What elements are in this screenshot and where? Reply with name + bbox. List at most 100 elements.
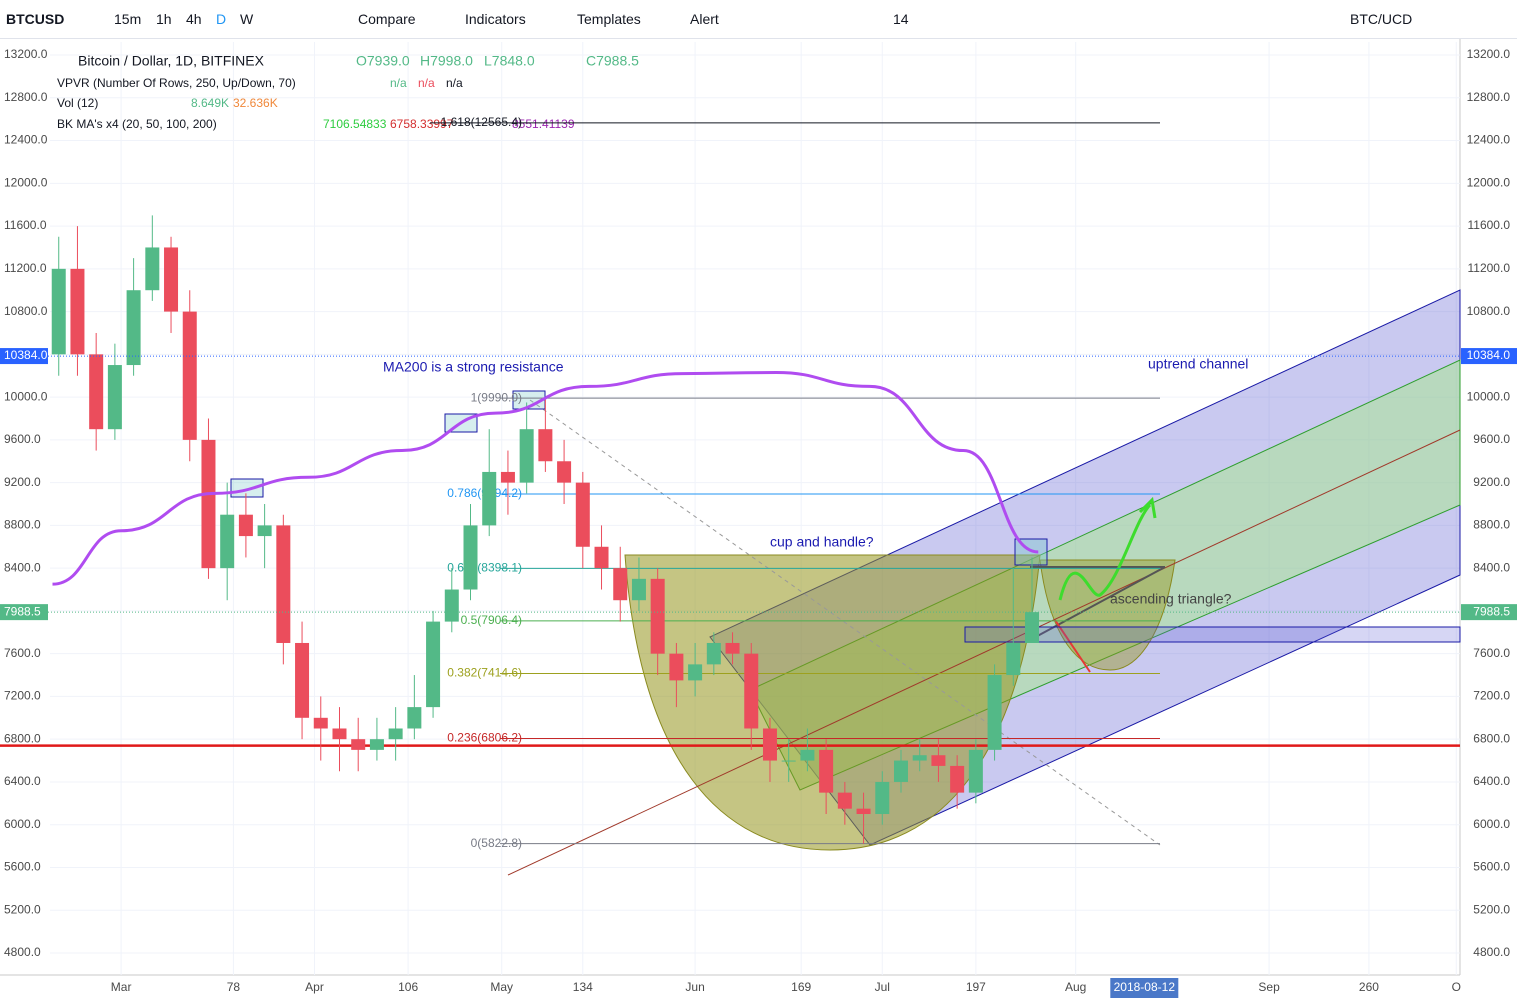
interval[interactable]: 4h	[186, 11, 202, 27]
candle-body	[182, 311, 197, 440]
candle-body	[313, 717, 328, 729]
legend-value: 6758.33997	[390, 117, 454, 131]
triangle-line	[1029, 566, 1166, 641]
y-tick-label: 12000.0	[1467, 175, 1511, 189]
y-tick-label: 5200.0	[4, 902, 41, 916]
y-tick-label: 5600.0	[1473, 860, 1510, 874]
candle-body	[688, 664, 703, 681]
indicators-button[interactable]: Indicators	[465, 11, 526, 27]
legend-value: n/a	[390, 76, 407, 90]
x-tick-label: Jul	[875, 980, 890, 994]
legend: Bitcoin / Dollar, 1D, BITFINEX O7939.0 H…	[57, 53, 639, 131]
y-tick-label: 12400.0	[1467, 133, 1511, 147]
ma-line	[52, 371, 1039, 586]
x-tick-label: 106	[398, 980, 418, 994]
x-tick-label: Mar	[111, 980, 132, 994]
templates-button[interactable]: Templates	[577, 11, 641, 27]
price-marker-bg	[0, 604, 48, 621]
legend-ohlc: L7848.0	[484, 53, 535, 69]
y-tick-label: 9600.0	[4, 432, 41, 446]
candle-body	[482, 471, 497, 526]
y-tick-label: 11600.0	[4, 218, 47, 232]
cup	[624, 554, 1041, 851]
candle-body	[295, 642, 310, 718]
candle-body	[500, 471, 515, 483]
candle-body	[351, 739, 366, 750]
candle-body	[875, 781, 890, 815]
candle-body	[126, 290, 141, 366]
candle-body	[968, 749, 983, 793]
candle-body	[388, 728, 403, 740]
candle-body	[89, 354, 104, 430]
symbol[interactable]: BTCUSD	[6, 11, 65, 27]
price-marker: 10384.0	[4, 348, 48, 362]
x-tick-label: 78	[227, 980, 241, 994]
candle-body	[594, 546, 609, 569]
x-tick-label: Jun	[685, 980, 704, 994]
legend-vol: Vol (12)	[57, 96, 98, 110]
price-marker-bg	[1461, 604, 1517, 621]
legend-ma: BK MA's x4 (20, 50, 100, 200)	[57, 117, 217, 131]
fib-label: 0.382(7414.6)	[447, 666, 522, 680]
y-tick-label: 6000.0	[4, 817, 41, 831]
candle-body	[70, 268, 85, 355]
y-tick-label: 10000.0	[1467, 389, 1511, 403]
y-tick-label: 6800.0	[1473, 731, 1510, 745]
candle-body	[856, 808, 871, 815]
candle-body	[238, 514, 253, 537]
candle-body	[931, 755, 946, 766]
font-size[interactable]: 14	[893, 11, 909, 27]
fib-label: 1(9990.0)	[471, 390, 522, 404]
interval[interactable]: 15m	[114, 11, 142, 27]
y-tick-label: 7200.0	[4, 689, 41, 703]
x-tick-label: 260	[1359, 980, 1379, 994]
fib-label: 0(5822.8)	[471, 836, 522, 850]
legend-value: 8.649K	[191, 96, 229, 110]
legend-value: n/a	[446, 76, 463, 90]
legend-value: n/a	[418, 76, 435, 90]
candle-body	[725, 642, 740, 654]
candle-body	[201, 439, 216, 569]
y-tick-label: 10800.0	[1467, 304, 1511, 318]
y-tick-label: 11200.0	[1468, 261, 1511, 275]
candle-body	[1006, 642, 1021, 676]
candle-body	[220, 514, 235, 569]
candle-body	[557, 461, 572, 483]
candle-body	[837, 792, 852, 809]
y-tick-label: 4800.0	[4, 945, 41, 959]
candle-body	[762, 728, 777, 761]
interval[interactable]: W	[240, 11, 254, 27]
compare-button[interactable]: Compare	[358, 11, 416, 27]
x-tick-label: Apr	[305, 980, 324, 994]
candle-body	[781, 760, 796, 762]
candle-body	[1025, 612, 1040, 643]
interval[interactable]: D	[216, 11, 227, 27]
y-tick-label: 13200.0	[1467, 47, 1511, 61]
candle-body	[987, 675, 1002, 750]
candle-body	[426, 621, 441, 708]
y-tick-label: 10800.0	[4, 304, 48, 318]
candle-body	[706, 642, 721, 665]
annotation: uptrend channel	[1148, 356, 1248, 372]
legend-ohlc: C7988.5	[586, 53, 639, 69]
alert-button[interactable]: Alert	[690, 11, 719, 27]
annotation: cup and handle?	[770, 534, 874, 550]
y-tick-label: 12400.0	[4, 133, 48, 147]
y-tick-label: 12000.0	[4, 175, 48, 189]
candle-body	[744, 653, 759, 729]
y-tick-label: 7600.0	[4, 646, 41, 660]
pair[interactable]: BTC/UCD	[1350, 11, 1413, 27]
candle-body	[51, 268, 66, 355]
x-tick-label: Sep	[1258, 980, 1280, 994]
y-tick-label: 8400.0	[1473, 560, 1510, 574]
candle-body	[575, 482, 590, 547]
y-tick-label: 5200.0	[1473, 902, 1510, 916]
interval[interactable]: 1h	[156, 11, 172, 27]
candle-body	[950, 765, 965, 793]
fib-label: 0.5(7906.4)	[461, 613, 522, 627]
candle-body	[912, 755, 927, 761]
candle-body	[613, 568, 628, 601]
trend-line	[507, 429, 1461, 876]
price-marker: 10384.0	[1467, 348, 1511, 362]
